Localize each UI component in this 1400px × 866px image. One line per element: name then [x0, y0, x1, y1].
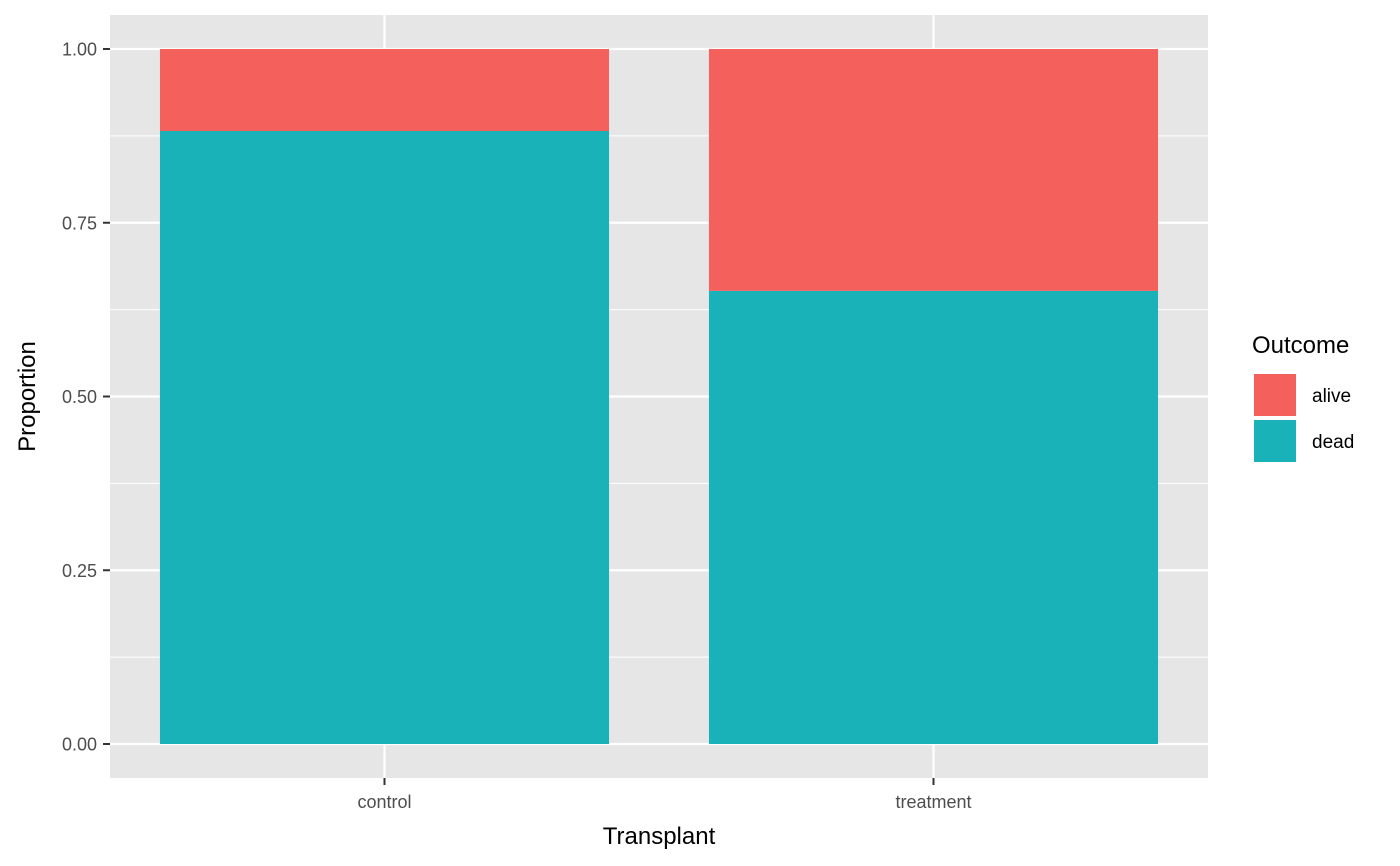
x-tick-label: control [357, 792, 411, 812]
legend: Outcome alive dead [1252, 332, 1354, 462]
bar-alive-control [159, 49, 610, 132]
y-tick-label: 0.50 [62, 387, 97, 407]
bars [159, 49, 1159, 744]
bar-dead-control [159, 131, 610, 744]
y-tick-label: 0.00 [62, 735, 97, 755]
y-tick-label: 1.00 [62, 40, 97, 60]
legend-key-alive [1254, 374, 1296, 416]
legend-label-dead: dead [1312, 432, 1354, 453]
x-tick-label: treatment [895, 792, 971, 812]
legend-key-dead [1254, 420, 1296, 462]
x-axis-title: Transplant [603, 823, 716, 850]
y-axis: 0.00 0.25 0.50 0.75 1.00 [62, 40, 110, 755]
y-axis-title: Proportion [14, 341, 41, 452]
legend-title: Outcome [1252, 332, 1349, 359]
y-tick-label: 0.25 [62, 561, 97, 581]
legend-label-alive: alive [1312, 386, 1351, 407]
y-tick-label: 0.75 [62, 213, 97, 233]
x-axis: control treatment [357, 778, 972, 812]
bar-alive-treatment [708, 49, 1159, 291]
bar-dead-treatment [708, 290, 1159, 744]
